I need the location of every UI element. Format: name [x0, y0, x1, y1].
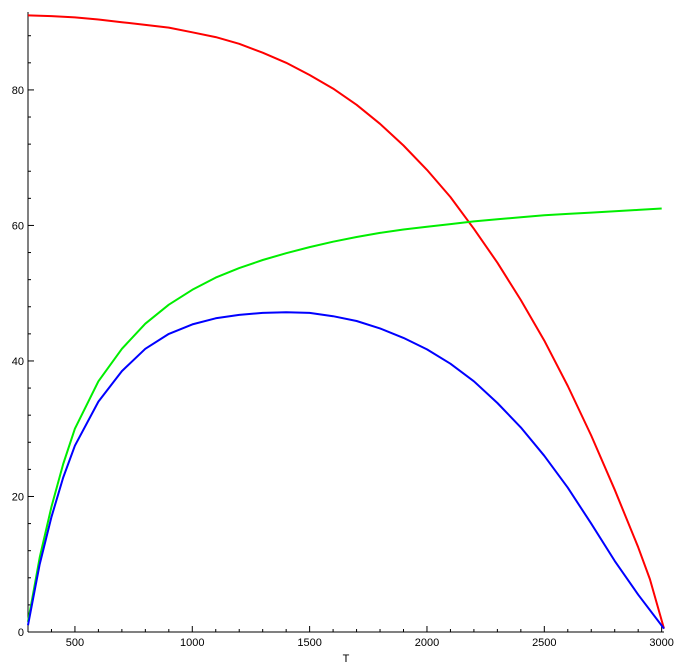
- y-tick-label: 80: [12, 85, 24, 97]
- x-tick-label: 1000: [180, 637, 204, 649]
- series-layer: [27, 14, 665, 630]
- x-axis-title: T: [343, 653, 350, 665]
- y-tick-label: 60: [12, 220, 24, 232]
- x-tick-label: 2500: [532, 637, 556, 649]
- y-ticks: 0 20 40 60 80: [12, 35, 34, 639]
- x-tick-label: 1500: [297, 637, 321, 649]
- series-line-3: [27, 311, 665, 630]
- x-tick-label: 3000: [649, 637, 673, 649]
- y-tick-label: 40: [12, 356, 24, 368]
- series-line-2: [27, 207, 662, 622]
- x-ticks: 500 1000 1500 2000 2500 3000: [27, 626, 674, 649]
- y-tick-label: 0: [18, 627, 24, 639]
- x-tick-label: 2000: [415, 637, 439, 649]
- series-line-1: [27, 14, 665, 629]
- y-tick-label: 20: [12, 491, 24, 503]
- x-tick-label: 500: [66, 637, 84, 649]
